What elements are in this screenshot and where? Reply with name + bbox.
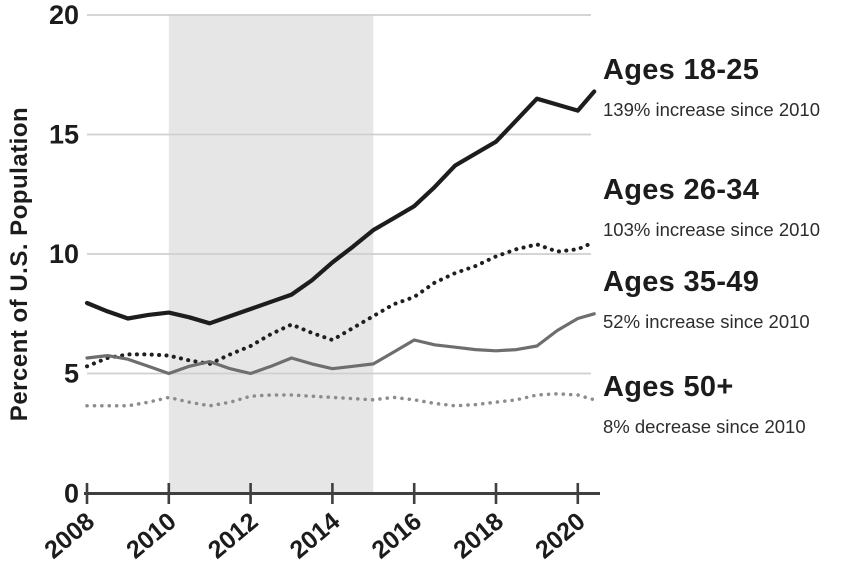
x-tick-label-2010: 2010 [121,507,182,564]
x-tick-label-2014: 2014 [285,507,346,564]
y-tick-label-0: 0 [64,479,79,509]
legend-subtitle-ages-26-34: 103% increase since 2010 [603,219,821,240]
y-tick-label-10: 10 [49,239,79,269]
y-tick-label-5: 5 [64,359,79,389]
y-axis-title: Percent of U.S. Population [6,106,33,422]
legend-title-ages-26-34: Ages 26-34 [603,174,760,206]
legend-subtitle-ages-50plus: 8% decrease since 2010 [603,416,806,437]
legend-group-ages-18-25: Ages 18-25 139% increase since 2010 [603,54,848,120]
legend-group-ages-50plus: Ages 50+ 8% decrease since 2010 [603,371,848,437]
x-tick-label-2016: 2016 [366,507,427,564]
x-tick-label-2012: 2012 [203,507,264,564]
y-tick-label-15: 15 [49,120,79,150]
legend-group-ages-26-34: Ages 26-34 103% increase since 2010 [603,174,848,240]
series-line-ages-50- [85,392,596,408]
x-tick-label-2008: 2008 [39,507,100,564]
legend-title-ages-35-49: Ages 35-49 [603,266,760,298]
legend-title-ages-50plus: Ages 50+ [603,371,734,403]
y-tick-label-20: 20 [49,0,79,30]
legend-group-ages-35-49: Ages 35-49 52% increase since 2010 [603,266,848,332]
series-line-ages-26-34 [85,240,597,369]
x-tick-label-2020: 2020 [530,507,591,564]
x-tick-label-2018: 2018 [448,507,509,564]
series-line-ages-35-49 [85,312,596,376]
legend-subtitle-ages-18-25: 139% increase since 2010 [603,99,821,120]
legend-title-ages-18-25: Ages 18-25 [603,54,760,86]
legend-subtitle-ages-35-49: 52% increase since 2010 [603,311,810,332]
series-line-ages-18-25 [84,89,597,326]
